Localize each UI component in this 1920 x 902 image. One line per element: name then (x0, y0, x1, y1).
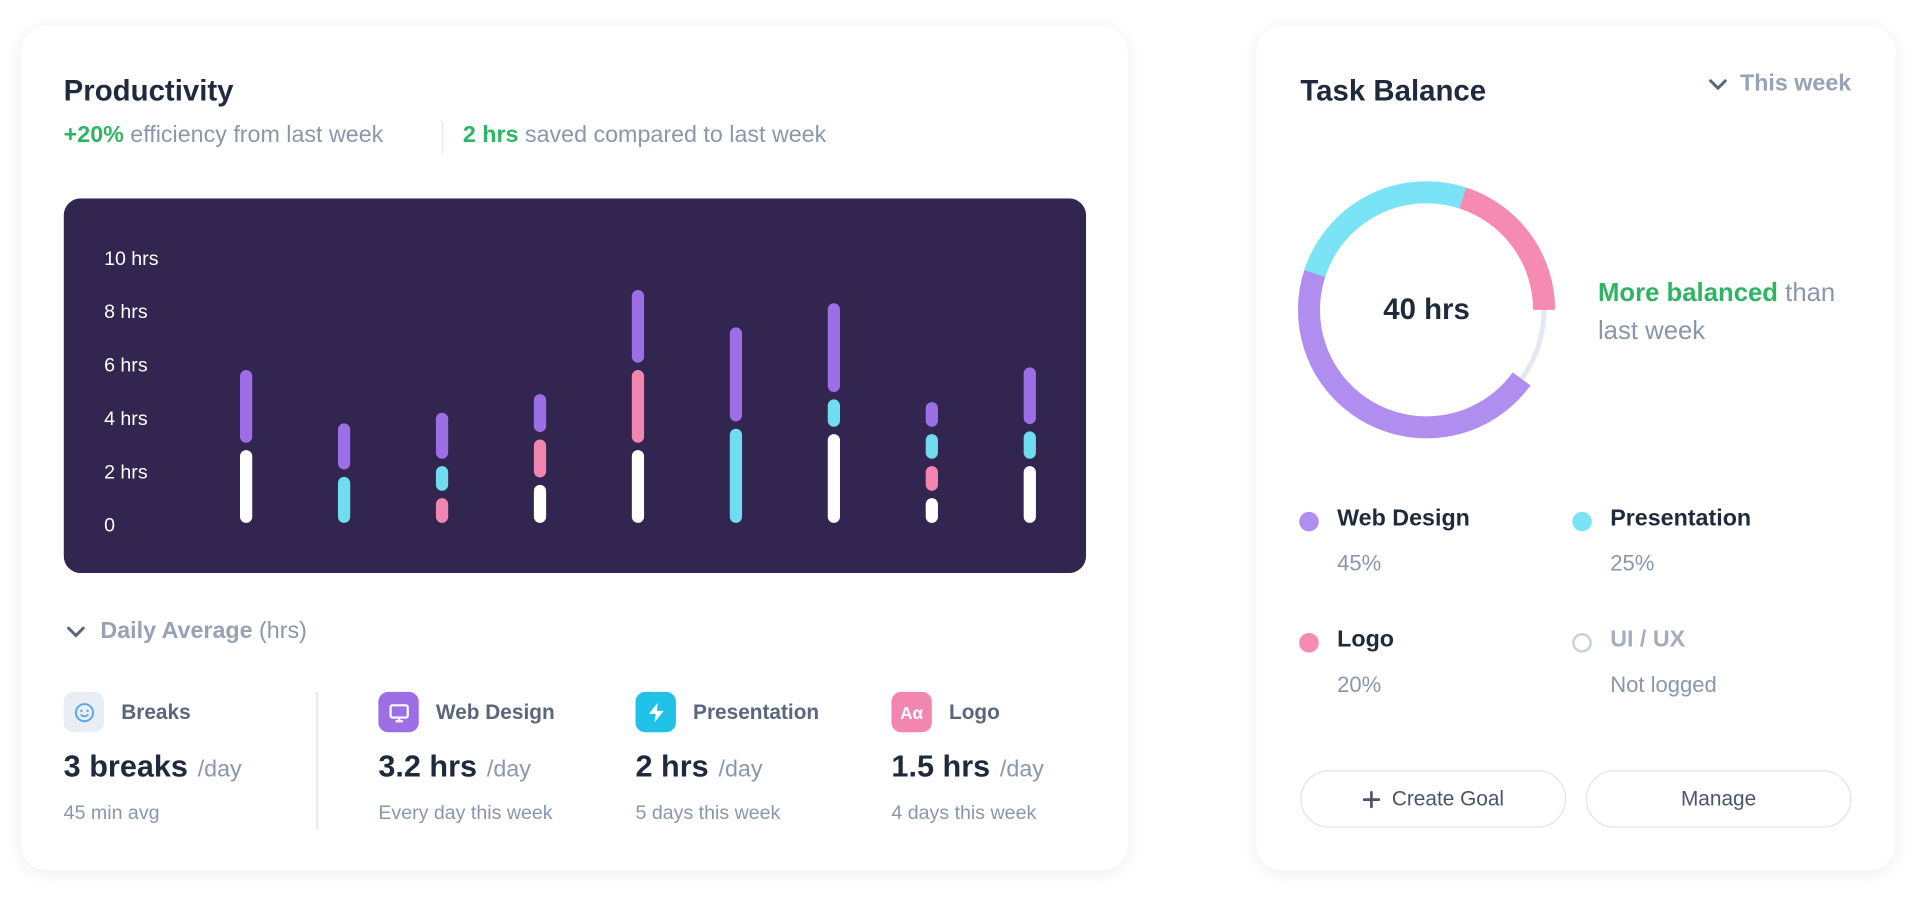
bar-segment (827, 399, 841, 427)
item-icon (378, 691, 419, 733)
text: saved compared to last week (524, 122, 827, 149)
item-icon: Aα (891, 691, 932, 733)
bar-segment (1023, 466, 1036, 523)
bar-segment (337, 423, 351, 470)
highlight: +20% (63, 122, 124, 149)
chevron (67, 626, 85, 638)
item-note: 45 min avg (63, 803, 160, 825)
donut-chart: 40 hrs (1297, 181, 1556, 439)
bar-segment (533, 394, 547, 433)
bar-segment (533, 439, 547, 478)
item-icon (63, 691, 105, 733)
card-title: Productivity (63, 74, 234, 108)
bar-segment (631, 370, 645, 443)
button-label: Create Goal (1391, 786, 1505, 811)
donut-total: 40 hrs (1383, 293, 1470, 326)
value: 3 breaks (63, 749, 188, 784)
value: 3.2 hrs (378, 749, 478, 784)
bar-segment (435, 412, 449, 459)
highlight: More balanced (1597, 279, 1779, 308)
unit: (hrs) (259, 618, 307, 645)
divider (442, 122, 444, 155)
legend-dot (1572, 633, 1592, 653)
item-value: 2 hrs/day (636, 749, 763, 785)
highlight: 2 hrs (462, 122, 519, 149)
item-value: 3.2 hrs/day (378, 749, 530, 785)
value: 1.5 hrs (891, 749, 991, 784)
bar-segment (1023, 431, 1036, 459)
per: /day (197, 756, 242, 783)
y-tick-label: 0 (104, 515, 115, 537)
balance-status: More balanced than last week (1598, 274, 1867, 350)
card-title: Task Balance (1300, 74, 1487, 108)
donut-segment (1297, 181, 1556, 439)
bar-segment (925, 434, 938, 459)
item-note: 4 days this week (891, 803, 1037, 825)
legend-name: Presentation (1610, 505, 1752, 532)
bar-chart: 0 2 hrs 4 hrs 6 hrs 8 hrs 10 hrs (63, 198, 1087, 574)
item-icon (635, 691, 676, 733)
legend-name: UI / UX (1610, 626, 1686, 653)
period: This week (1740, 71, 1852, 97)
item-name: Presentation (693, 700, 820, 724)
task-balance-card (1256, 25, 1896, 871)
legend-dot (1299, 511, 1319, 532)
item-value: 1.5 hrs/day (891, 749, 1043, 785)
y-tick-label: 10 hrs (104, 248, 159, 270)
item-name: Breaks (121, 700, 191, 724)
legend-value: 20% (1337, 672, 1382, 697)
item-name: Web Design (435, 700, 555, 724)
manage-button[interactable]: Manage (1585, 770, 1852, 828)
item-value: 3 breaks/day (64, 749, 242, 785)
daily-average-toggle[interactable]: Daily Average (hrs) (64, 618, 307, 645)
section-title: Daily Average (100, 618, 253, 645)
bar-segment (1023, 367, 1036, 425)
item-note: 5 days this week (635, 803, 781, 825)
efficiency: +20% efficiency from last week (64, 122, 384, 149)
per: /day (486, 756, 531, 783)
bar-segment (240, 450, 253, 523)
plus-icon (1362, 790, 1380, 808)
bar-segment (729, 428, 743, 523)
bar-segment (827, 303, 841, 393)
per: /day (999, 756, 1044, 783)
y-tick-label: 4 hrs (104, 408, 148, 430)
period-dropdown[interactable]: This week (1706, 71, 1852, 98)
bar-segment (631, 289, 645, 363)
bar-segment (925, 466, 938, 491)
bar-segment (435, 498, 449, 523)
bar-segment (435, 466, 449, 491)
button-label: Manage (1680, 786, 1757, 811)
bar-segment (925, 402, 938, 427)
text: efficiency from last week (130, 122, 384, 149)
legend-dot (1572, 511, 1592, 532)
bar-segment (533, 484, 547, 523)
divider (315, 691, 319, 831)
legend-dot (1299, 633, 1319, 653)
bar-segment (631, 450, 645, 523)
bar-segment (925, 498, 938, 523)
y-tick-label: 6 hrs (104, 355, 148, 377)
y-tick-label: 2 hrs (104, 461, 148, 483)
value: 2 hrs (635, 749, 709, 784)
y-tick-label: 8 hrs (104, 301, 148, 323)
bar-segment (729, 327, 743, 422)
saved: 2 hrs saved compared to last week (463, 122, 826, 149)
bar-segment (337, 476, 351, 523)
legend-name: Web Design (1337, 505, 1470, 532)
item-name: Logo (948, 700, 1000, 724)
per: /day (718, 756, 763, 783)
create-goal-button[interactable]: Create Goal (1300, 770, 1567, 828)
legend-value: Not logged (1610, 672, 1717, 697)
legend-name: Logo (1337, 626, 1395, 653)
legend-value: 25% (1610, 551, 1655, 576)
bar-segment (240, 370, 253, 443)
bar-segment (827, 434, 841, 523)
chevron (1709, 79, 1727, 91)
item-note: Every day this week (378, 803, 553, 825)
legend-value: 45% (1337, 551, 1382, 576)
text: than last week (1597, 279, 1836, 346)
